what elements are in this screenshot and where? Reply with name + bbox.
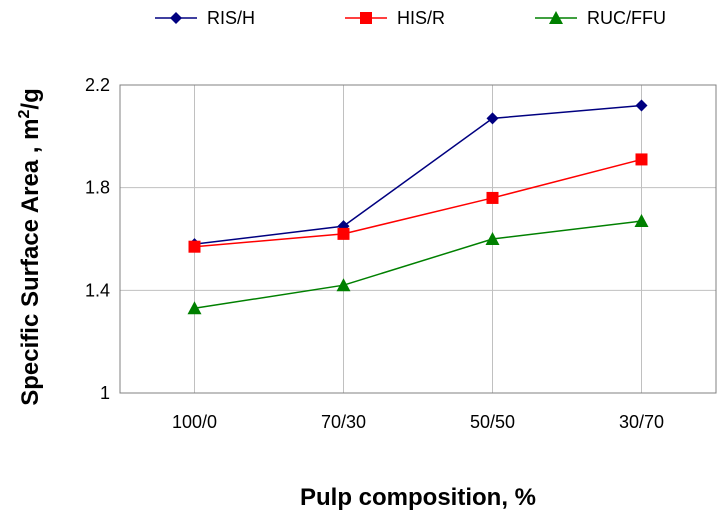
legend-label: HIS/R xyxy=(397,8,445,28)
y-tick-label: 1.8 xyxy=(85,178,110,198)
legend: RIS/H HIS/R RUC/FFU xyxy=(155,8,666,28)
legend-label: RUC/FFU xyxy=(587,8,666,28)
data-point xyxy=(187,301,202,315)
series-his-r xyxy=(188,153,648,253)
data-point xyxy=(337,227,350,240)
data-point xyxy=(486,191,499,204)
grid xyxy=(120,84,716,394)
data-point xyxy=(486,112,499,125)
y-axis-title-superscript: 2 xyxy=(16,109,33,118)
y-axis-title-suffix: /g xyxy=(17,88,44,109)
x-tick-label: 30/70 xyxy=(619,412,664,432)
series xyxy=(187,99,649,315)
data-point xyxy=(336,278,351,292)
legend-item: RIS/H xyxy=(155,8,255,28)
x-tick-label: 100/0 xyxy=(172,412,217,432)
y-tick-label: 2.2 xyxy=(85,75,110,95)
legend-marker xyxy=(549,11,563,24)
legend-label: RIS/H xyxy=(207,8,255,28)
y-axis-title: Specific Surface Area , m2/g xyxy=(16,88,44,405)
x-tick-label: 50/50 xyxy=(470,412,515,432)
legend-marker xyxy=(170,12,182,24)
legend-item: HIS/R xyxy=(345,8,445,28)
y-tick-labels: 1 1.4 1.8 2.2 xyxy=(85,75,110,403)
legend-item: RUC/FFU xyxy=(535,8,666,28)
y-axis-title-main: Specific Surface Area , m xyxy=(17,118,44,405)
plot-area xyxy=(119,84,717,394)
x-tick-label: 70/30 xyxy=(321,412,366,432)
data-point xyxy=(635,153,648,166)
data-point xyxy=(485,232,500,245)
series-line xyxy=(194,220,642,310)
y-tick-label: 1.4 xyxy=(85,280,110,300)
data-point xyxy=(634,214,649,228)
data-point xyxy=(635,99,648,112)
legend-marker xyxy=(360,12,372,24)
x-tick-labels: 100/0 70/30 50/50 30/70 xyxy=(172,412,664,432)
series-ris-h xyxy=(188,99,648,251)
series-ruc-ffu xyxy=(187,214,649,315)
data-point xyxy=(188,240,201,253)
x-axis-title: Pulp composition, % xyxy=(300,484,536,511)
series-line xyxy=(194,104,642,245)
series-line xyxy=(194,158,642,248)
y-tick-label: 1 xyxy=(100,383,110,403)
